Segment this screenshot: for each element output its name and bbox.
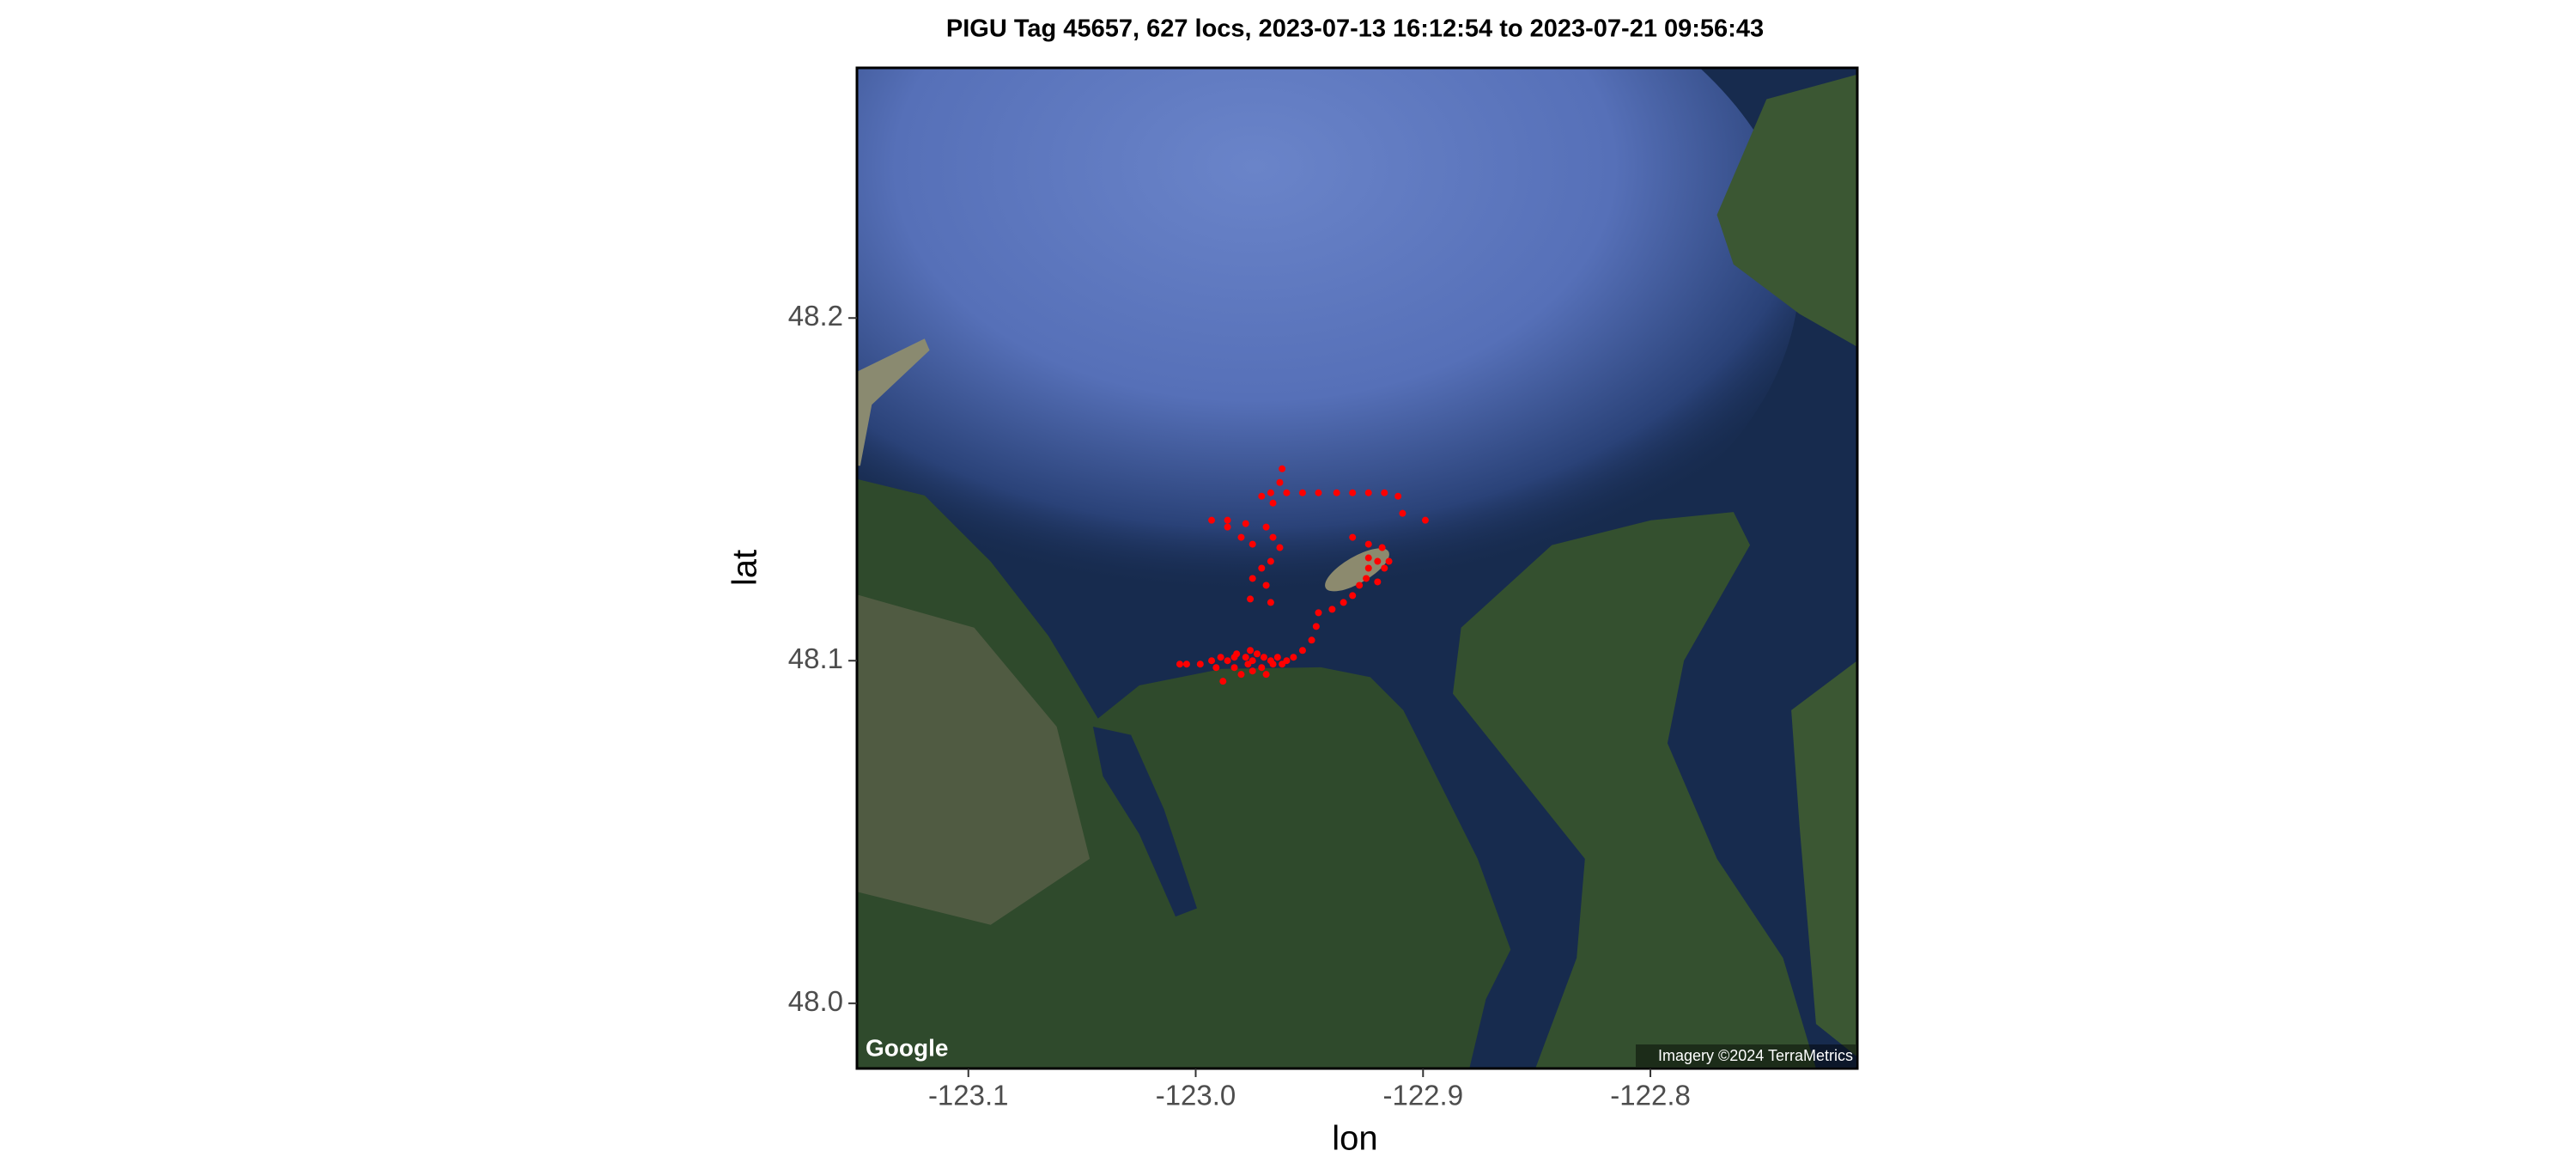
location-point — [1247, 595, 1255, 603]
location-point — [1224, 516, 1231, 524]
location-point — [1394, 492, 1402, 500]
location-point — [1267, 599, 1274, 606]
location-point — [1269, 533, 1277, 541]
location-point — [1230, 654, 1238, 661]
location-point — [1356, 581, 1364, 589]
land — [1716, 74, 1857, 347]
location-point — [1212, 664, 1220, 672]
location-point — [1308, 636, 1315, 644]
x-tick-label: -122.8 — [1610, 1080, 1691, 1111]
location-point — [1249, 575, 1256, 582]
y-tick-label: 48.0 — [788, 985, 843, 1017]
y-axis-title: lat — [726, 550, 764, 586]
location-point — [1421, 516, 1429, 524]
location-point — [1267, 489, 1274, 496]
attribution: Imagery ©2024 TerraMetrics — [1658, 1047, 1853, 1064]
location-point — [1328, 606, 1336, 613]
x-tick-label: -123.0 — [1156, 1080, 1236, 1111]
location-point — [1249, 657, 1256, 665]
location-point — [1258, 664, 1266, 672]
location-point — [1254, 650, 1261, 658]
location-point — [1315, 489, 1322, 496]
location-point — [1290, 654, 1297, 661]
location-point — [1298, 647, 1306, 654]
location-point — [1249, 540, 1256, 548]
location-point — [1399, 509, 1406, 517]
location-point — [1247, 647, 1255, 654]
y-tick-label: 48.1 — [788, 642, 843, 674]
location-point — [1381, 564, 1388, 572]
location-point — [1237, 671, 1245, 679]
location-point — [1279, 465, 1286, 472]
location-point — [1364, 489, 1372, 496]
location-point — [1217, 654, 1224, 661]
location-point — [1219, 678, 1227, 685]
location-point — [1262, 671, 1270, 679]
location-point — [1267, 557, 1274, 565]
y-tick-label: 48.2 — [788, 300, 843, 332]
location-point — [1182, 661, 1190, 668]
location-point — [1364, 540, 1372, 548]
location-point — [1249, 667, 1256, 675]
location-point — [1363, 575, 1370, 582]
panel-border — [855, 66, 1859, 1070]
location-point — [1340, 599, 1347, 606]
location-point — [1283, 489, 1291, 496]
location-point — [1242, 520, 1249, 527]
location-point — [1276, 544, 1284, 551]
location-point — [1276, 478, 1284, 486]
location-point — [1364, 564, 1372, 572]
location-point — [1349, 533, 1357, 541]
location-point — [1333, 489, 1340, 496]
location-point — [1258, 492, 1266, 500]
location-point — [1260, 654, 1267, 661]
land — [1453, 512, 1816, 1068]
location-point — [1298, 489, 1306, 496]
location-point — [1224, 523, 1231, 531]
location-point — [1237, 533, 1245, 541]
location-point — [1262, 581, 1270, 589]
location-point — [1312, 623, 1320, 630]
location-point — [1208, 657, 1216, 665]
location-point — [1349, 489, 1357, 496]
location-point — [1374, 578, 1382, 586]
google-logo: Google — [866, 1034, 948, 1061]
x-tick-label: -122.9 — [1382, 1080, 1463, 1111]
location-point — [1349, 592, 1357, 600]
open-water — [857, 68, 1800, 628]
location-point — [1176, 661, 1183, 668]
x-axis-title: lon — [1332, 1120, 1377, 1158]
location-point — [1208, 516, 1216, 524]
location-point — [1262, 523, 1270, 531]
location-point — [1273, 654, 1281, 661]
location-point — [1283, 657, 1291, 665]
location-point — [1381, 489, 1388, 496]
location-point — [1258, 564, 1266, 572]
island — [1325, 548, 1389, 592]
location-point — [1196, 661, 1204, 668]
location-point — [1315, 609, 1322, 617]
location-point — [1242, 654, 1249, 661]
location-point — [1385, 557, 1393, 565]
spit — [857, 338, 930, 466]
bay — [1092, 727, 1198, 917]
location-point — [1378, 544, 1386, 551]
map-background — [857, 68, 1857, 1068]
land — [1791, 661, 1857, 1057]
town — [857, 594, 1091, 925]
chart-title: PIGU Tag 45657, 627 locs, 2023-07-13 16:… — [946, 15, 1764, 43]
x-tick-label: -123.1 — [928, 1080, 1009, 1111]
location-point — [1269, 499, 1277, 507]
attribution-box — [1636, 1044, 1856, 1067]
land — [857, 478, 1511, 1068]
location-point — [1269, 661, 1277, 668]
location-point — [1224, 657, 1231, 665]
location-point — [1364, 554, 1372, 562]
location-point — [1374, 557, 1382, 565]
location-point — [1230, 664, 1238, 672]
